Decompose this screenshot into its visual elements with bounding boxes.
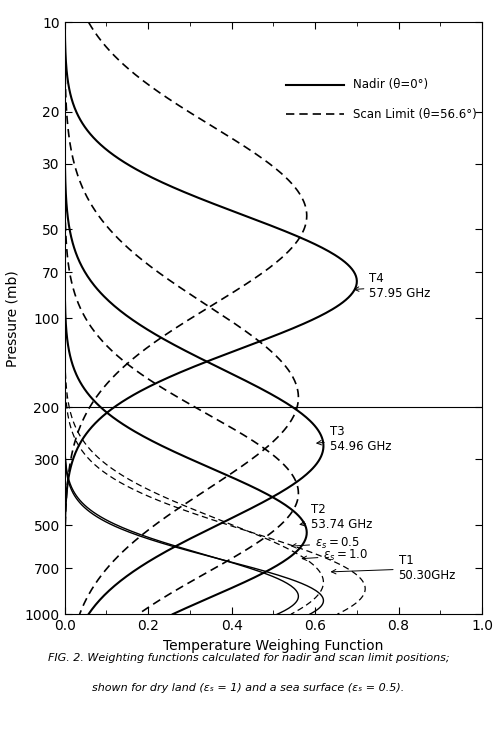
Text: Nadir (θ=0°): Nadir (θ=0°): [353, 78, 428, 91]
Y-axis label: Pressure (mb): Pressure (mb): [5, 270, 19, 367]
Text: T3
54.96 GHz: T3 54.96 GHz: [317, 425, 391, 452]
X-axis label: Temperature Weighing Function: Temperature Weighing Function: [163, 639, 384, 652]
Text: $\varepsilon_s=1.0$: $\varepsilon_s=1.0$: [302, 548, 369, 563]
Text: T4
57.95 GHz: T4 57.95 GHz: [354, 273, 431, 300]
Text: FIG. 2. Weighting functions calculated for nadir and scan limit positions;: FIG. 2. Weighting functions calculated f…: [48, 653, 449, 663]
Text: Scan Limit (θ=56.6°): Scan Limit (θ=56.6°): [353, 108, 477, 121]
Text: T1
50.30GHz: T1 50.30GHz: [331, 554, 456, 583]
Text: $\varepsilon_s=0.5$: $\varepsilon_s=0.5$: [292, 536, 360, 551]
Text: shown for dry land (εₛ = 1) and a sea surface (εₛ = 0.5).: shown for dry land (εₛ = 1) and a sea su…: [92, 683, 405, 693]
Text: T2
53.74 GHz: T2 53.74 GHz: [300, 503, 372, 531]
